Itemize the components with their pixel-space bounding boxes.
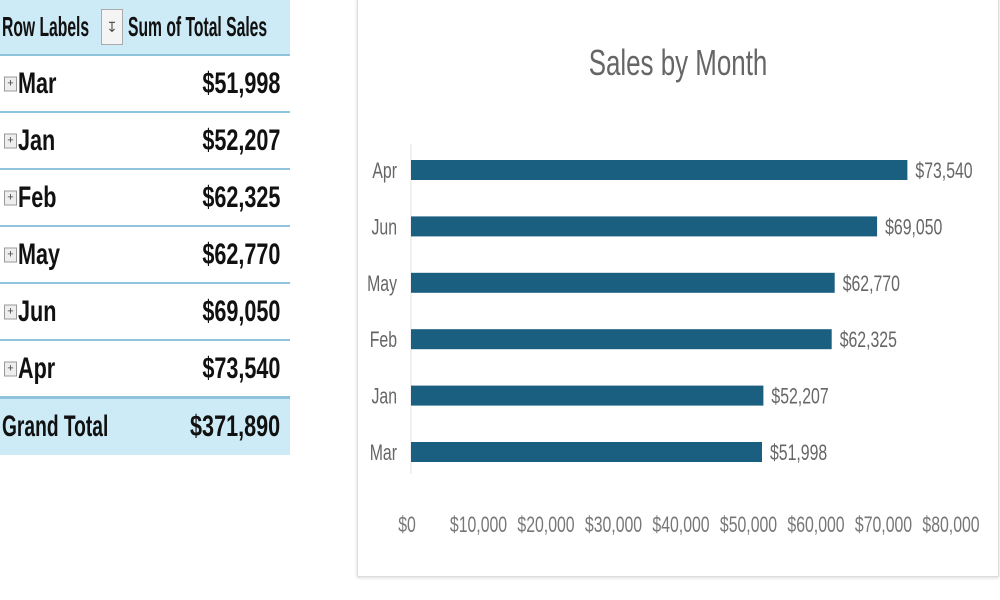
- chart-card[interactable]: Sales by Month Apr $73,540 Jun $69,050 May $62…: [357, 0, 999, 577]
- x-tick-label: $80,000: [922, 514, 979, 538]
- pivot-header-row: Row Labels ↧ Sum of Total Sales: [0, 0, 290, 56]
- row-value: $62,325: [201, 180, 280, 214]
- x-tick-label: $60,000: [787, 514, 844, 538]
- row-label: Feb: [18, 180, 57, 214]
- x-tick-label: $20,000: [517, 514, 574, 538]
- row-label: Jan: [18, 123, 56, 157]
- row-labels-header: Row Labels: [2, 11, 90, 42]
- row-value: $73,540: [201, 351, 280, 385]
- pivot-row: + Mar $51,998: [0, 56, 290, 113]
- bar-jan: [411, 385, 764, 406]
- bar-jun: [411, 216, 878, 237]
- row-value: $51,998: [201, 66, 280, 100]
- sales-bar-chart: Sales by Month Apr $73,540 Jun $69,050 May $62…: [367, 43, 980, 538]
- pivot-row: + Jan $52,207: [0, 113, 290, 170]
- pivot-row: + May $62,770: [0, 227, 290, 284]
- data-label: $62,325: [840, 329, 897, 353]
- category-label: Mar: [370, 442, 398, 466]
- category-label: Apr: [372, 160, 397, 184]
- row-value: $52,207: [201, 123, 280, 157]
- pivot-table: Row Labels ↧ Sum of Total Sales + Mar $5…: [0, 0, 290, 455]
- value-header: Sum of Total Sales: [128, 11, 268, 42]
- x-tick-label: $0: [398, 514, 416, 538]
- expand-icon[interactable]: +: [4, 361, 17, 376]
- row-label: May: [18, 237, 61, 271]
- chart-title: Sales by Month: [589, 43, 768, 83]
- expand-icon[interactable]: +: [4, 76, 17, 91]
- bar-apr: [411, 160, 908, 180]
- x-tick-label: $70,000: [855, 514, 912, 538]
- grand-total-label: Grand Total: [2, 410, 109, 443]
- row-value: $62,770: [201, 237, 280, 271]
- expand-icon[interactable]: +: [4, 247, 17, 262]
- category-label: May: [367, 272, 397, 296]
- category-label: Jun: [371, 216, 397, 240]
- bar-feb: [411, 329, 832, 350]
- x-tick-label: $50,000: [720, 514, 777, 538]
- row-label: Apr: [18, 351, 56, 385]
- pivot-row: + Feb $62,325: [0, 170, 290, 227]
- bar-may: [411, 272, 835, 293]
- category-label: Feb: [370, 329, 397, 353]
- grand-total-value: $371,890: [189, 410, 280, 443]
- data-label: $69,050: [885, 216, 942, 240]
- x-tick-label: $40,000: [652, 514, 709, 538]
- x-tick-label: $10,000: [450, 514, 507, 538]
- category-label: Jan: [371, 385, 397, 409]
- grand-total-row: Grand Total $371,890: [0, 398, 290, 455]
- pivot-row: + Apr $73,540: [0, 341, 290, 398]
- data-label: $51,998: [770, 442, 827, 466]
- expand-icon[interactable]: +: [4, 190, 17, 205]
- data-label: $62,770: [843, 272, 900, 296]
- data-label: $52,207: [771, 385, 828, 409]
- data-label: $73,540: [915, 160, 972, 184]
- sort-filter-icon[interactable]: ↧: [101, 9, 123, 45]
- row-label: Mar: [18, 66, 57, 100]
- x-tick-label: $30,000: [585, 514, 642, 538]
- expand-icon[interactable]: +: [4, 304, 17, 319]
- row-label: Jun: [18, 294, 57, 328]
- expand-icon[interactable]: +: [4, 133, 17, 148]
- bar-mar: [411, 442, 762, 462]
- row-value: $69,050: [201, 294, 280, 328]
- pivot-row: + Jun $69,050: [0, 284, 290, 341]
